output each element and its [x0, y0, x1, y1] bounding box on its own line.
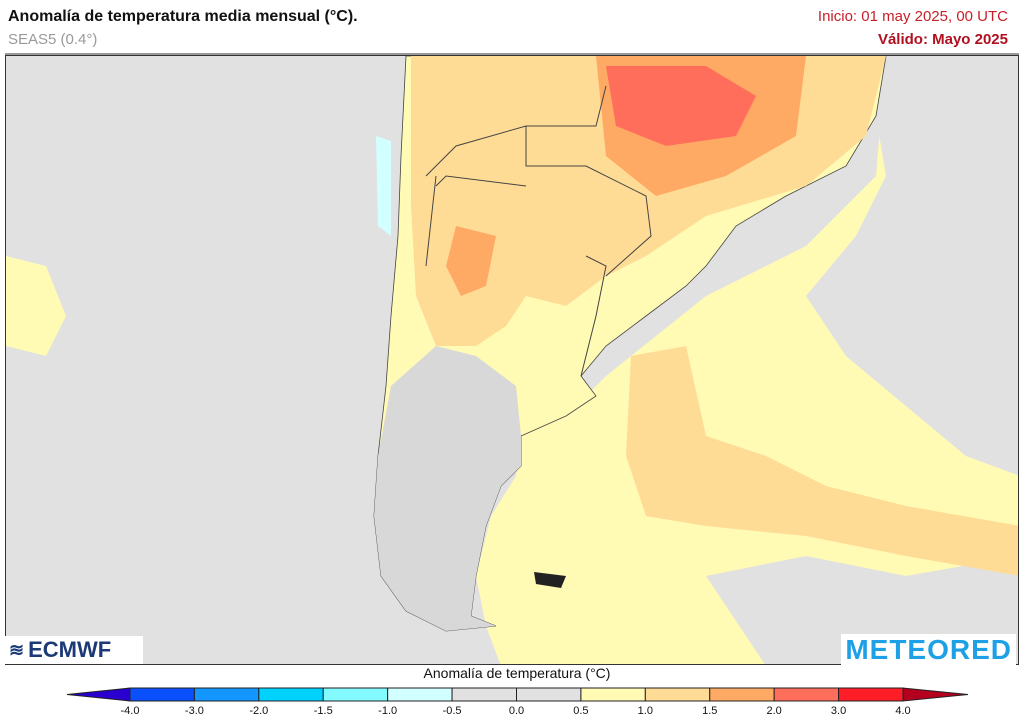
colorbar-tick-label: -0.5 — [442, 705, 462, 717]
atlantic-orange-band — [626, 346, 1018, 576]
colorbar-segment — [322, 687, 389, 702]
colorbar-over-triangle — [902, 687, 969, 702]
ecmwf-logo-text: ECMWF — [28, 637, 112, 662]
colorbar-tick-label: 1.5 — [702, 705, 718, 717]
colorbar-tick-label: -1.0 — [378, 705, 398, 717]
model-label: SEAS5 (0.4°) — [8, 31, 98, 48]
ecmwf-wave-icon: ≋ — [9, 639, 25, 660]
anomaly-map — [5, 55, 1019, 665]
colorbar-segment — [258, 687, 324, 702]
colorbar-tick-label: -2.0 — [249, 705, 269, 717]
brazil-red — [606, 66, 756, 146]
colorbar-segment — [129, 687, 195, 702]
colorbar-tick-label: 0.5 — [573, 705, 589, 717]
header-divider — [5, 53, 1019, 55]
colorbar-under-triangle — [66, 687, 131, 702]
map-canvas — [6, 56, 1018, 664]
country-borders — [425, 85, 652, 377]
colorbar-segment — [838, 687, 904, 702]
colorbar-tick-label: -1.5 — [313, 705, 333, 717]
colorbar-segment — [387, 687, 453, 702]
patagonia-gray — [374, 346, 521, 631]
map-title: Anomalía de temperatura media mensual (°… — [8, 8, 358, 25]
andes-orange — [446, 226, 496, 296]
pacific-yellow-patch — [6, 256, 66, 356]
colorbar-tick-label: -3.0 — [184, 705, 204, 717]
colorbar-tick-label: -4.0 — [120, 705, 140, 717]
ecmwf-logo: ≋ ECMWF — [5, 636, 143, 664]
valid-time: Válido: Mayo 2025 — [877, 31, 1008, 48]
colorbar-segment — [773, 687, 840, 702]
colorbar — [66, 687, 969, 702]
colorbar-tick-label: 1.0 — [637, 705, 653, 717]
colorbar-tick-label: 2.0 — [766, 705, 782, 717]
colorbar-segment — [580, 687, 646, 702]
chile-blue-strip — [376, 136, 391, 236]
colorbar-segment — [451, 687, 518, 702]
atlantic-gray-patch — [806, 56, 1018, 476]
init-time: Inicio: 01 may 2025, 00 UTC — [817, 8, 1008, 25]
colorbar-segment — [193, 687, 260, 702]
islas-malvinas — [534, 572, 566, 588]
colorbar-tick-label: 4.0 — [895, 705, 911, 717]
colorbar-title: Anomalía de temperatura (°C) — [423, 665, 611, 681]
meteored-logo: METEORED — [841, 634, 1016, 666]
colorbar-tick-label: 0.0 — [508, 705, 525, 717]
colorbar-segment — [644, 687, 711, 702]
colorbar-segment — [709, 687, 775, 702]
colorbar-tick-label: 3.0 — [830, 705, 847, 717]
colorbar-segment — [516, 687, 582, 702]
